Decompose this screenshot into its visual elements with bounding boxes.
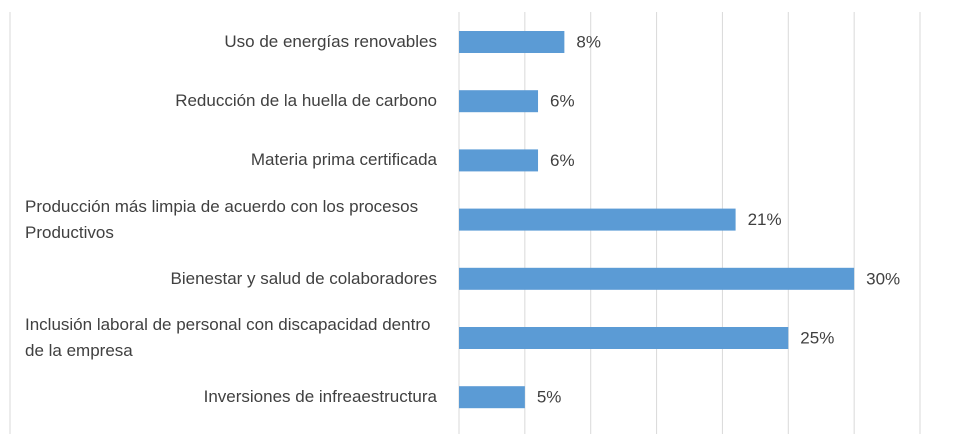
bar [459,386,525,409]
category-label: Materia prima certificada [251,147,437,173]
category-text: Uso de energías renovables [224,32,437,51]
bar [459,31,565,53]
category-text: Reducción de la huella de carbono [175,91,437,111]
category-label: Producción más limpia de acuerdo con los… [25,194,437,246]
data-label: 21% [748,210,782,229]
category-text: Inversiones de infreaestructura [203,387,437,407]
category-text: Inclusión laboral de personal con discap… [25,315,431,360]
category-text: Producción más limpia de acuerdo con los… [25,196,419,242]
data-label: 6% [550,151,575,170]
category-label: Reducción de la huella de carbono [175,88,437,114]
bar [459,90,539,113]
data-label: 8% [576,32,601,51]
category-text: Bienestar y salud de colaboradores [170,268,438,288]
category-label: Bienestar y salud de colaboradores [171,266,438,292]
category-label: Uso de energías renovables [224,29,437,55]
bar [459,267,855,290]
data-label: 30% [866,269,900,288]
category-text: Materia prima certificada [250,150,437,170]
data-label: 5% [537,388,562,407]
category-label: Inversiones de infreaestructura [204,384,437,410]
data-label: 6% [550,92,575,111]
bar [459,327,789,349]
category-label: Inclusión laboral de personal con discap… [25,312,437,364]
data-label: 25% [800,328,834,347]
bar [459,208,736,231]
bar [459,149,539,172]
